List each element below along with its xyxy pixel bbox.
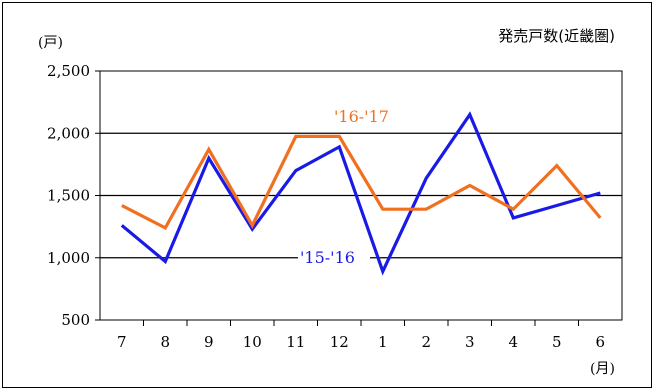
y-axis-unit-label: (戸) <box>38 35 63 51</box>
x-tick-label-4: 4 <box>508 333 518 351</box>
x-tick-label-11: 11 <box>286 333 305 351</box>
x-tick-label-1: 1 <box>378 333 388 351</box>
series-label-16-17: '16-'17 <box>334 107 389 126</box>
y-tick-label-2: 1,500 <box>47 187 90 205</box>
grid-lines <box>100 132 622 259</box>
y-tick-label-1: 2,000 <box>47 124 90 142</box>
x-tick-label-3: 3 <box>465 333 475 351</box>
x-tick-label-8: 8 <box>160 333 170 351</box>
series-label-15-16: '15-'16 <box>300 248 355 267</box>
x-tick-label-12: 12 <box>330 333 349 351</box>
x-axis-unit-label: (月) <box>590 361 615 377</box>
series-line-16-17 <box>121 134 602 231</box>
x-tick-label-9: 9 <box>204 333 214 351</box>
chart-title: 発売戸数(近畿圏) <box>498 27 615 45</box>
y-tick-label-3: 1,000 <box>47 249 90 267</box>
y-tick-label-0: 2,500 <box>47 62 90 80</box>
axes <box>95 70 623 326</box>
y-tick-labels: 2,500 2,000 1,500 1,000 500 <box>47 62 90 329</box>
x-tick-label-7: 7 <box>117 333 127 351</box>
y-tick-label-4: 500 <box>61 311 90 329</box>
x-tick-label-10: 10 <box>243 333 262 351</box>
series-label-backdrop <box>298 244 370 268</box>
x-tick-label-2: 2 <box>421 333 431 351</box>
x-tick-labels: 7 8 9 10 11 12 1 2 3 4 5 6 <box>117 333 605 351</box>
series-lines <box>120 111 602 276</box>
x-tick-label-5: 5 <box>552 333 562 351</box>
series-line-15-16 <box>120 111 601 276</box>
x-tick-label-6: 6 <box>595 333 605 351</box>
